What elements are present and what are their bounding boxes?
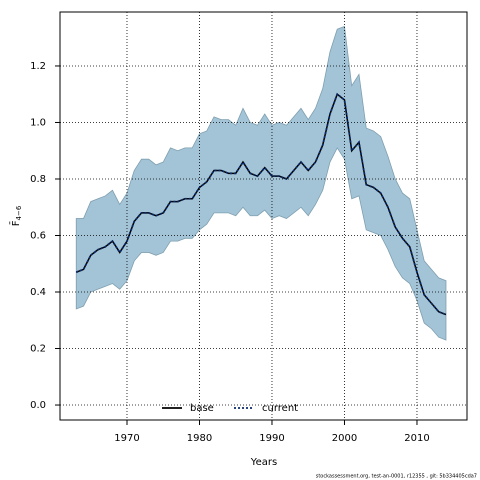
series-line	[75, 92, 447, 316]
plot-frame	[59, 11, 468, 421]
legend-label: base	[190, 403, 214, 414]
confidence-band	[75, 25, 447, 341]
y-tick-label: 0.2	[30, 344, 46, 355]
y-tick-label: 0.0	[30, 400, 46, 411]
x-axis-label: Years	[250, 457, 277, 468]
y-tick-label: 0.6	[30, 230, 46, 241]
y-axis-label: F̄4−6	[9, 205, 23, 226]
caption: stockassessment.org, test-an-0001, r1235…	[316, 474, 477, 480]
y-axis-label-sub: 4−6	[15, 205, 23, 220]
legend-label: current	[262, 403, 298, 414]
y-tick-label: 0.8	[30, 174, 46, 185]
y-tick-label: 0.4	[30, 287, 46, 298]
y-tick-label: 1.2	[30, 61, 46, 72]
x-tick-label: 1990	[259, 433, 284, 444]
y-axis-label-main: F̄	[9, 220, 22, 226]
x-tick-label: 1970	[114, 433, 139, 444]
x-tick-label: 1980	[187, 433, 212, 444]
y-tick-label: 1.0	[30, 117, 46, 128]
x-tick-label: 2000	[332, 433, 357, 444]
x-tick-label: 2010	[404, 433, 429, 444]
